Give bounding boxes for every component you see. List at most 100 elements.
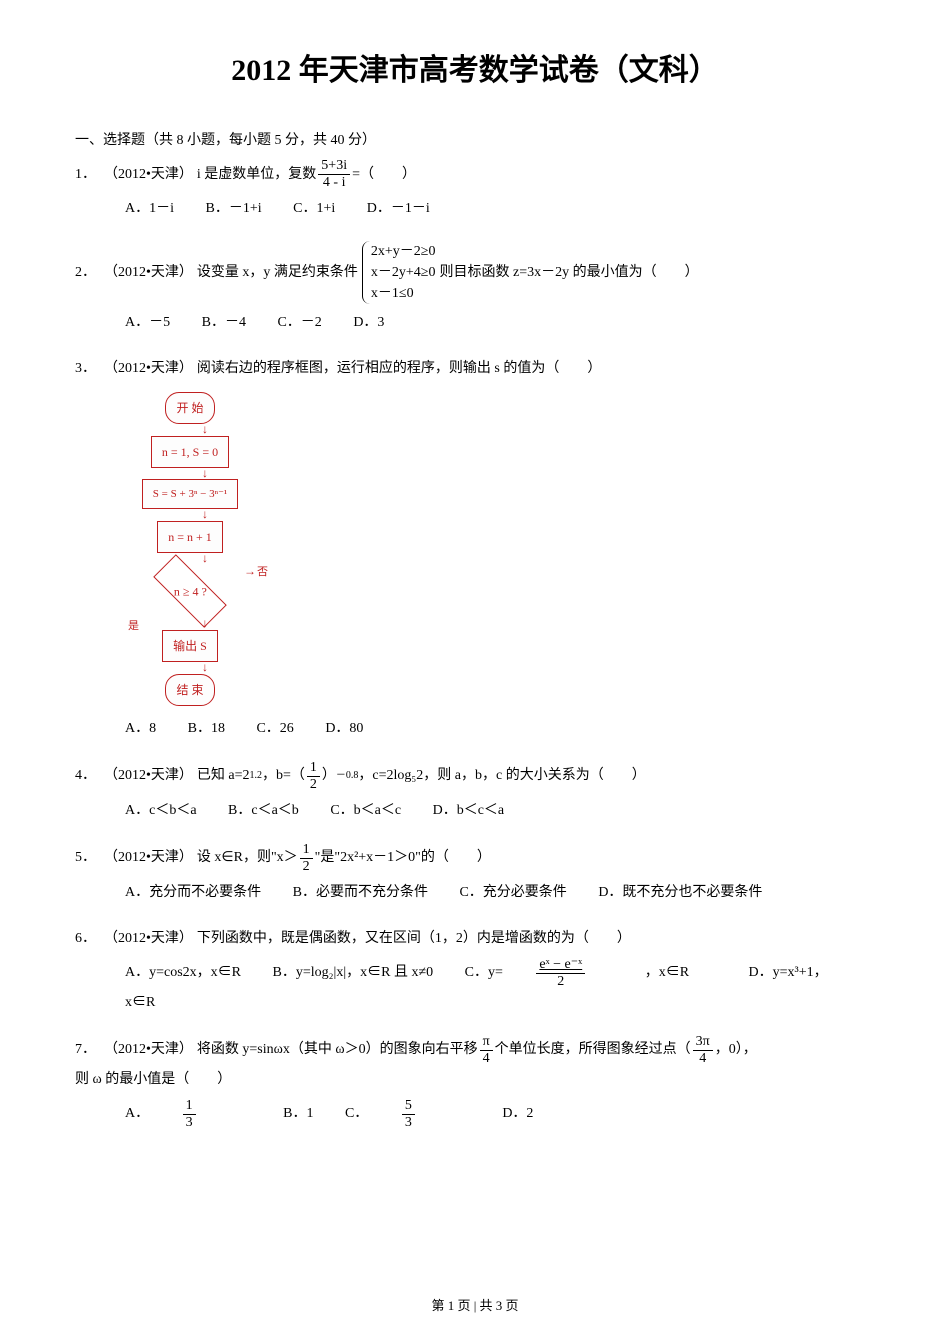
question-2: 2． （2012•天津） 设变量 x，y 满足约束条件 2x+y－2≥0 x－2…: [75, 241, 875, 337]
q-text: =（ ）: [352, 161, 416, 189]
q-text: ，0），: [715, 1036, 757, 1064]
choice-d: D．80: [325, 721, 363, 736]
choice-c: C．充分必要条件: [459, 885, 566, 900]
choice-d: D．－1－i: [367, 201, 430, 216]
constraint-2: x－2y+4≥0: [371, 262, 436, 283]
q-text: ）: [322, 762, 336, 790]
frac-den: 2: [307, 777, 320, 792]
q-text: ，b=（: [262, 762, 305, 790]
fraction: 1 2: [300, 843, 313, 874]
q-num: 7．: [75, 1036, 96, 1064]
page-title: 2012 年天津市高考数学试卷（文科）: [75, 45, 875, 89]
fc-yes-label: 是: [128, 615, 139, 637]
choice-b: B．c＜a＜b: [228, 803, 299, 818]
question-5: 5． （2012•天津） 设 x∈R，则"x＞ 1 2 "是"2x²+x－1＞0…: [75, 843, 875, 907]
fc-arrow-right: →: [244, 559, 256, 583]
q-text: "是"2x²+x－1＞0"的（ ）: [315, 844, 491, 872]
frac-num: π: [480, 1035, 493, 1051]
question-4: 4． （2012•天津） 已知 a=21.2 ，b=（ 1 2 ）－0.8 ，c…: [75, 761, 875, 825]
constraint-1: 2x+y－2≥0: [371, 241, 436, 262]
q-source: （2012•天津）: [104, 844, 193, 872]
q-num: 4．: [75, 762, 96, 790]
fc-cond-text: n ≥ 4 ?: [174, 579, 207, 603]
q-text: 下列函数中，既是偶函数，又在区间（1，2）内是增函数的为（ ）: [197, 925, 631, 953]
q-text: 则 ω 的最小值是（ ）: [75, 1066, 231, 1094]
choice-b: B．y=log₂|x|，x∈R 且 x≠0: [273, 965, 434, 980]
flowchart: 开 始 ↓ n = 1, S = 0 ↓ S = S + 3ⁿ − 3ⁿ⁻¹ ↓…: [125, 391, 875, 707]
frac-den: 4: [480, 1051, 493, 1066]
q-num: 1．: [75, 161, 96, 189]
choice-b: B．－4: [202, 315, 246, 330]
q-text: i 是虚数单位，复数: [197, 161, 316, 189]
choice-c: C．－2: [277, 315, 321, 330]
choice-b: B．1: [283, 1106, 313, 1121]
fc-no-label: 否: [257, 561, 268, 583]
section-header: 一、选择题（共 8 小题，每小题 5 分，共 40 分）: [75, 129, 875, 149]
q-text: 设变量 x，y 满足约束条件: [197, 259, 358, 287]
fc-init: n = 1, S = 0: [151, 436, 229, 468]
choices: A．8 B．18 C．26 D．80: [125, 715, 875, 743]
fraction: 5 3: [402, 1099, 443, 1130]
fc-arrow: ↓: [202, 469, 208, 479]
choice-d: D．3: [353, 315, 384, 330]
q-text: ，c=2log₅2，则 a，b，c 的大小关系为（ ）: [358, 762, 645, 790]
fc-end: 结 束: [165, 674, 214, 706]
choices: A．y=cos2x，x∈R B．y=log₂|x|，x∈R 且 x≠0 C．y=…: [125, 958, 875, 1017]
choice-a: A．8: [125, 721, 156, 736]
q-text: 设 x∈R，则"x＞: [197, 844, 298, 872]
exp: 1.2: [250, 766, 263, 786]
choice-c: C．1+i: [293, 201, 335, 216]
frac-num: 1: [300, 843, 313, 859]
q-source: （2012•天津）: [104, 355, 193, 383]
choice-c-a: C．y=: [465, 965, 503, 980]
fc-arrow: ↓: [202, 425, 208, 435]
question-3: 3． （2012•天津） 阅读右边的程序框图，运行相应的程序，则输出 s 的值为…: [75, 355, 875, 743]
choice-c: C． 5 3: [345, 1106, 474, 1121]
choice-d: D．既不充分也不必要条件: [598, 885, 762, 900]
frac-num: 5+3i: [318, 159, 350, 175]
constraint-block: 2x+y－2≥0 x－2y+4≥0 x－1≤0: [362, 241, 436, 304]
choice-d: D．2: [502, 1106, 533, 1121]
choice-a-label: A．: [125, 1106, 149, 1121]
fc-inc: n = n + 1: [157, 521, 223, 553]
frac-den: 3: [183, 1115, 196, 1130]
choices: A． 1 3 B．1 C． 5 3 D．2: [125, 1099, 875, 1130]
frac-num: 3π: [693, 1035, 713, 1051]
frac-den: 4 - i: [318, 175, 350, 190]
choices: A．－5 B．－4 C．－2 D．3: [125, 309, 875, 337]
choice-a: A．－5: [125, 315, 170, 330]
frac-num: eˣ − e⁻ˣ: [536, 958, 585, 974]
choice-c: C．y= eˣ − e⁻ˣ 2 ，x∈R: [465, 965, 721, 980]
choices: A．c＜b＜a B．c＜a＜b C．b＜a＜c D．b＜c＜a: [125, 797, 875, 825]
q-text: 阅读右边的程序框图，运行相应的程序，则输出 s 的值为（ ）: [197, 355, 601, 383]
fraction: eˣ − e⁻ˣ 2: [536, 958, 613, 989]
choice-a: A．c＜b＜a: [125, 803, 197, 818]
q-text: 已知 a=2: [197, 762, 250, 790]
choice-b: B．18: [188, 721, 225, 736]
q-source: （2012•天津）: [104, 925, 193, 953]
frac-num: 1: [183, 1099, 196, 1115]
fc-start: 开 始: [165, 392, 214, 424]
choice-c-b: ，x∈R: [645, 965, 689, 980]
question-6: 6． （2012•天津） 下列函数中，既是偶函数，又在区间（1，2）内是增函数的…: [75, 925, 875, 1017]
fc-cond: n ≥ 4 ?: [153, 555, 227, 629]
q-num: 5．: [75, 844, 96, 872]
choice-a: A． 1 3: [125, 1106, 255, 1121]
frac-den: 2: [300, 859, 313, 874]
fc-arrow: ↓: [202, 663, 208, 673]
q-source: （2012•天津）: [104, 1036, 193, 1064]
q-num: 6．: [75, 925, 96, 953]
choice-a: A．1－i: [125, 201, 174, 216]
fraction: π 4: [480, 1035, 493, 1066]
choice-a: A．y=cos2x，x∈R: [125, 965, 241, 980]
q-text: 将函数 y=sinωx（其中 ω＞0）的图象向右平移: [197, 1036, 478, 1064]
fraction: 3π 4: [693, 1035, 713, 1066]
fc-arrow: ↓: [202, 554, 208, 564]
fc-output: 输出 S: [162, 630, 218, 662]
choice-b: B．必要而不充分条件: [293, 885, 428, 900]
frac-den: 2: [536, 974, 585, 989]
constraint-3: x－1≤0: [371, 283, 436, 304]
choice-c-label: C．: [345, 1106, 368, 1121]
choice-b: B．－1+i: [206, 201, 262, 216]
fraction: 1 3: [183, 1099, 224, 1130]
